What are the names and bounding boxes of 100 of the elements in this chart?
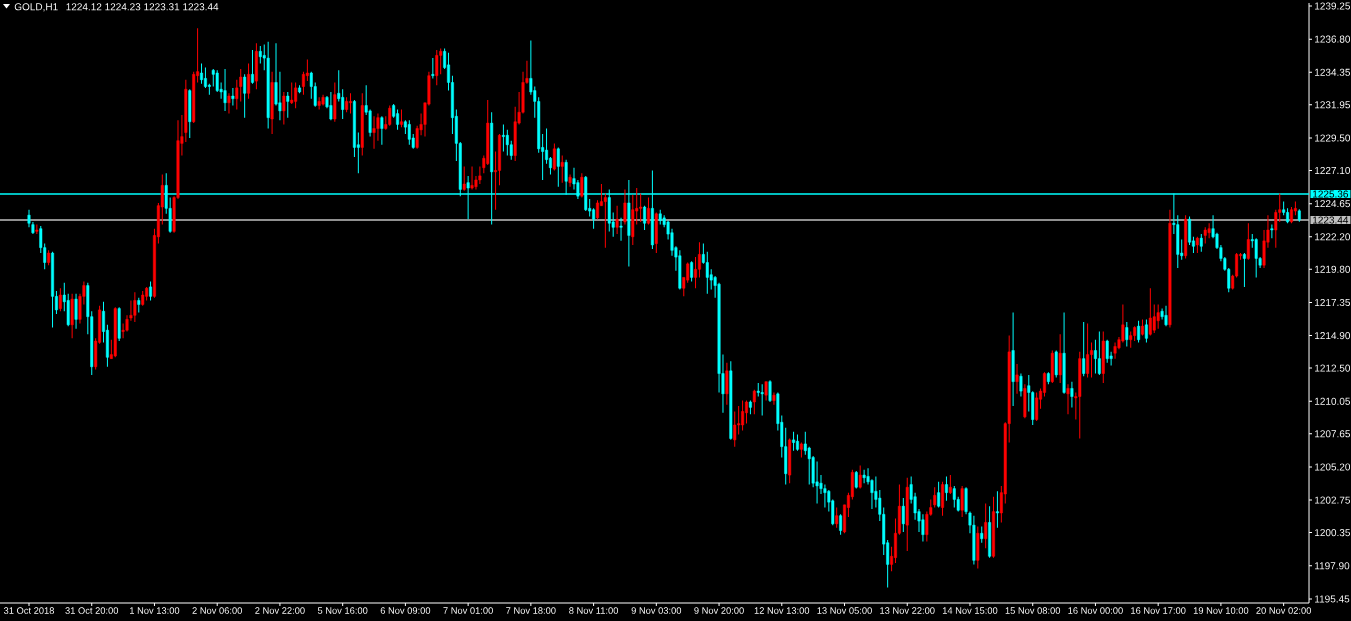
y-tick-label: 1222.20 [1315,233,1351,241]
y-tick-label: 1231.95 [1315,101,1351,109]
y-tick-label: 1202.75 [1315,496,1351,504]
candlestick [372,115,376,150]
candlestick [251,49,254,85]
y-tick-label: 1239.25 [1315,2,1351,10]
candlestick [1156,303,1160,330]
candlestick [760,383,764,416]
y-tick-label: 1205.20 [1315,463,1351,471]
candlestick [1058,333,1062,384]
candlestick [1125,321,1129,347]
y-tick-label: 1214.90 [1315,332,1351,340]
candlestick [349,92,352,115]
candlestick [1097,331,1101,376]
candlestick [941,481,945,517]
candlestick [149,280,153,301]
x-tick-label: 2 Nov 22:00 [255,607,305,614]
y-tick-label: 1200.35 [1315,529,1351,537]
y-tick-label: 1219.80 [1315,265,1351,273]
candlestick [203,67,207,89]
candlestick [623,188,627,226]
candlestick [948,474,952,495]
candlestick [752,389,756,415]
candlestick [1066,383,1070,415]
x-tick-label: 15 Nov 08:00 [1005,607,1061,614]
candlestick [1188,215,1192,246]
candlestick [772,391,776,406]
candlestick [1035,391,1039,422]
x-tick-label: 16 Nov 17:00 [1131,607,1186,614]
candlestick [944,475,948,502]
x-tick-label: 31 Oct 20:00 [65,607,119,614]
candlestick [462,165,466,192]
candlestick [223,68,227,112]
x-tick-label: 2 Nov 06:00 [192,607,242,614]
candlestick [901,497,905,533]
candlestick [592,207,596,230]
y-tick-label: 1224.65 [1315,200,1351,208]
candlestick [1019,373,1023,398]
candlestick [937,481,941,509]
candlestick [286,91,290,119]
candlestick [227,92,231,115]
candlestick [952,485,956,509]
x-tick-label: 16 Nov 00:00 [1068,607,1123,614]
candlestick [596,199,599,220]
candlestick [1246,222,1250,261]
candlestick [282,91,286,125]
candlestick [839,513,843,536]
ref-line-label: 1223.44 [1313,216,1349,224]
candlestick [984,503,988,549]
candlestick [74,293,78,330]
y-tick-label: 1197.90 [1315,562,1350,570]
y-tick-label: 1195.45 [1315,595,1350,603]
chart-title: GOLD,H1 [14,3,58,12]
candlestick [133,291,137,323]
candlestick [1270,224,1274,239]
candlestick [921,513,925,542]
ref-line-label: 1225.36 [1313,190,1348,198]
candlestick [560,155,564,184]
candlestick [329,91,333,121]
candlestick [380,115,384,146]
candlestick [690,260,694,282]
candlestick [278,71,282,121]
candlestick [615,205,619,235]
candlestick [619,217,623,242]
x-tick-label: 8 Nov 11:00 [569,607,619,614]
candlestick [733,410,737,448]
candlestick [1070,381,1074,408]
candlestick [768,379,772,403]
x-tick-label: 5 Nov 16:00 [317,607,368,614]
candlestick [231,87,235,106]
candlestick [556,146,560,188]
candlestick [995,490,999,529]
y-tick-label: 1212.50 [1315,364,1351,372]
candlestick [341,88,345,120]
candlestick [58,287,62,312]
candlestick [1164,305,1168,327]
candlestick [435,49,439,86]
candlestick [294,81,298,109]
x-tick-label: 13 Nov 05:00 [817,607,872,614]
candlestick [407,119,411,146]
candlestick [960,485,964,518]
candlestick [1254,237,1258,278]
candlestick [388,104,392,127]
x-tick-label: 31 Oct 2018 [3,607,55,614]
x-tick-label: 6 Nov 09:00 [380,607,431,614]
candlestick [694,256,697,289]
candlestick [643,205,647,231]
candlestick [1090,341,1093,379]
x-tick-label: 20 Nov 02:00 [1256,607,1312,614]
candlestick [697,241,701,278]
candlestick [290,81,294,105]
candlestick [501,123,505,153]
y-tick-label: 1207.65 [1315,430,1351,438]
candlestick [580,172,584,199]
candlestick [545,128,549,165]
y-tick-label: 1234.35 [1315,68,1351,76]
candlestick [317,96,321,111]
x-tick-label: 7 Nov 01:00 [443,607,493,614]
candlestick [862,469,866,484]
candlestick [1113,341,1117,360]
